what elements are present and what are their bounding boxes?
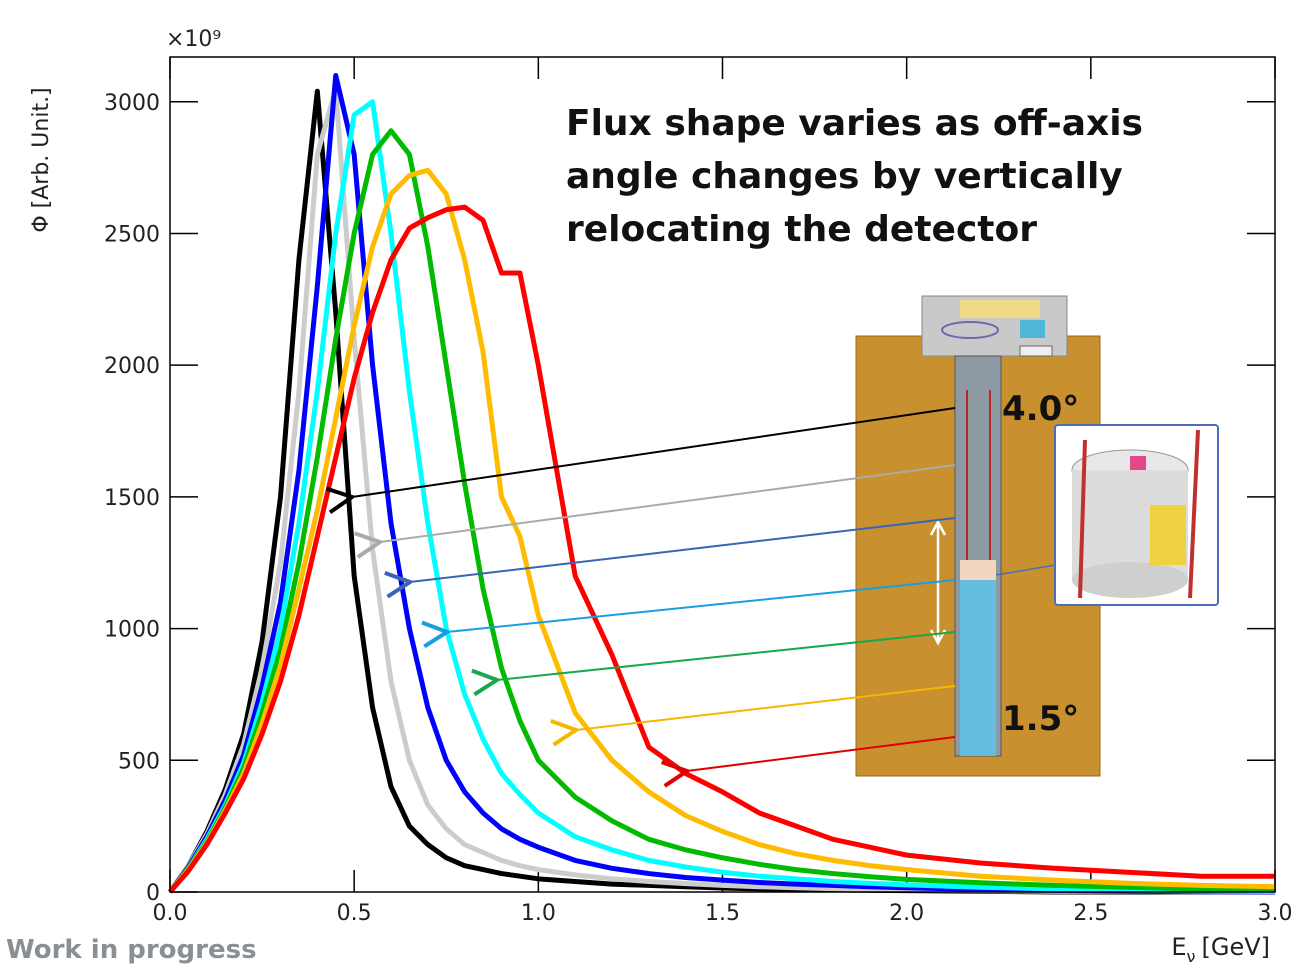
y-tick-label: 2500 bbox=[104, 222, 160, 247]
flux-curve bbox=[167, 86, 1276, 895]
y-tick-label: 1000 bbox=[104, 618, 160, 643]
y-tick-label: 1500 bbox=[104, 486, 160, 511]
status-note: Work in progress bbox=[6, 935, 257, 965]
axis-ticks: 0.0 0.5 1.0 1.5 2.0 2.5 3.0 0 500 1000 1500 2000 250… bbox=[104, 57, 1293, 926]
angle-label: 1.5° bbox=[1002, 699, 1079, 739]
x-axis-label: Eν [GeV] bbox=[1171, 933, 1270, 966]
headline: angle changes by vertically bbox=[566, 156, 1123, 197]
x-tick-label: 2.5 bbox=[1073, 901, 1108, 926]
y-tick-label: 3000 bbox=[104, 91, 160, 116]
x-label-sub: ν bbox=[1187, 947, 1196, 966]
headline: Flux shape varies as off-axis bbox=[566, 103, 1143, 144]
axis-multiplier: ×10⁹ bbox=[166, 27, 221, 52]
flux-curve bbox=[167, 72, 1276, 895]
flux-curve bbox=[168, 128, 1276, 894]
y-tick-label: 2000 bbox=[104, 354, 160, 379]
flux-curve bbox=[168, 204, 1275, 894]
plot-frame bbox=[169, 56, 1276, 893]
x-label-unit: [GeV] bbox=[1201, 933, 1270, 961]
headline: relocating the detector bbox=[566, 209, 1037, 250]
flux-curve bbox=[168, 167, 1276, 894]
detector-illustration bbox=[855, 295, 1219, 777]
x-label-base: E bbox=[1171, 933, 1186, 961]
x-tick-label: 2.0 bbox=[889, 901, 924, 926]
angle-label: 4.0° bbox=[1002, 389, 1079, 429]
x-tick-label: 0.0 bbox=[153, 901, 188, 926]
x-tick-label: 1.5 bbox=[705, 901, 740, 926]
y-axis-label: Φ [Arb. Unit.] bbox=[29, 87, 54, 232]
x-tick-label: 0.5 bbox=[337, 901, 372, 926]
x-tick-label: 1.0 bbox=[521, 901, 556, 926]
y-tick-label: 500 bbox=[118, 749, 160, 774]
flux-curve bbox=[168, 99, 1276, 894]
x-tick-label: 3.0 bbox=[1258, 901, 1293, 926]
angle-arrows bbox=[352, 407, 956, 771]
y-tick-label: 0 bbox=[146, 881, 160, 906]
curves bbox=[167, 72, 1276, 895]
